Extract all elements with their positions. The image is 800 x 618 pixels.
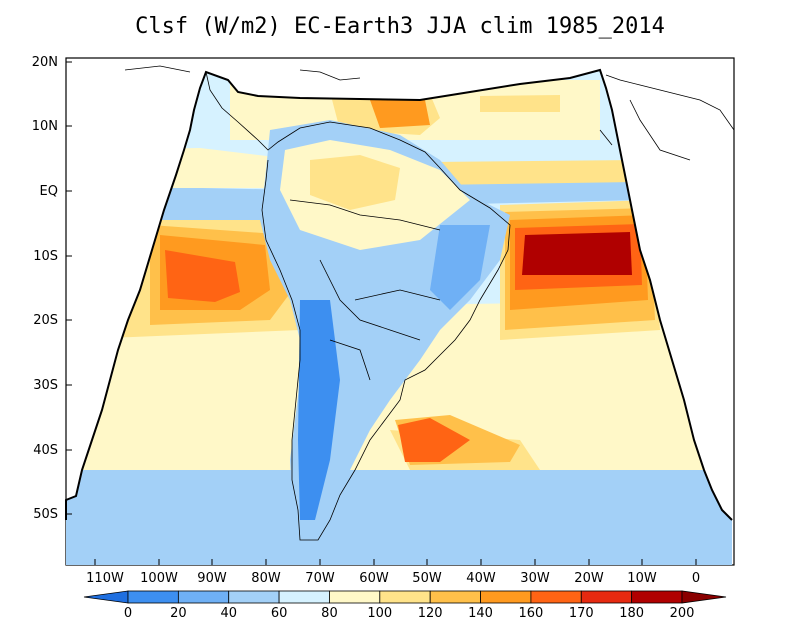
- colorbar-min-arrow: [83, 590, 129, 604]
- colorbar-label: 200: [670, 606, 695, 618]
- colorbar-label: 100: [367, 606, 392, 618]
- colorbar-label: 20: [170, 606, 187, 618]
- field-andes-blue: [298, 300, 340, 520]
- colorbar-swatch: [228, 590, 280, 604]
- colorbar-max-arrow: [681, 590, 727, 604]
- lat-tick-label: 20N: [32, 55, 58, 70]
- colorbar-swatch: [429, 590, 481, 604]
- lon-axis: 110W 100W 90W 80W 70W 60W 50W 40W 30W 20…: [86, 559, 700, 586]
- north-coasts: [124, 65, 361, 81]
- colorbar-swatch: [530, 590, 582, 604]
- colorbar-swatch: [278, 590, 330, 604]
- colorbar: 0 20 40 60 80 100 120 140 160 170 180 200: [83, 590, 727, 618]
- africa-borders: [599, 99, 691, 161]
- field-south-blue: [66, 470, 732, 565]
- plot-title: Clsf (W/m2) EC-Earth3 JJA clim 1985_2014: [135, 14, 665, 39]
- colorbar-label: 40: [220, 606, 237, 618]
- lon-tick-label: 90W: [197, 571, 227, 586]
- colorbar-swatch: [127, 590, 179, 604]
- lat-tick-label: 20S: [33, 313, 58, 328]
- lon-tick-label: 80W: [251, 571, 281, 586]
- lon-tick-label: 70W: [305, 571, 335, 586]
- field-atl-gold-north: [430, 160, 640, 185]
- coastlines: [124, 65, 735, 541]
- lat-tick-label: EQ: [40, 184, 58, 199]
- lon-tick-label: 60W: [359, 571, 389, 586]
- colorbar-label: 80: [321, 606, 338, 618]
- lon-tick-label: 30W: [520, 571, 550, 586]
- colorbar-swatch: [177, 590, 230, 604]
- field-caribbean-orange: [370, 100, 430, 128]
- south-america-coast: [205, 71, 511, 541]
- lon-tick-label: 110W: [86, 571, 124, 586]
- colorbar-label: 0: [124, 606, 132, 618]
- colorbar-label: 170: [569, 606, 594, 618]
- colorbar-label: 180: [619, 606, 644, 618]
- lat-tick-label: 10S: [33, 249, 58, 264]
- africa-coast: [605, 74, 735, 131]
- domain-outline: [65, 68, 733, 521]
- lat-tick-label: 30S: [33, 378, 58, 393]
- lat-tick-label: 10N: [32, 119, 58, 134]
- field-atl-north-gold: [480, 95, 560, 112]
- field-brazil-blue: [430, 225, 490, 310]
- colorbar-swatch: [580, 590, 633, 604]
- lon-tick-label: 50W: [412, 571, 442, 586]
- colorbar-label: 120: [418, 606, 443, 618]
- colorbar-label: 60: [271, 606, 288, 618]
- lon-tick-label: 100W: [140, 571, 178, 586]
- field-pacific-red: [165, 250, 240, 302]
- lon-tick-label: 10W: [627, 571, 657, 586]
- lat-tick-label: 40S: [33, 443, 58, 458]
- country-borders: [289, 199, 441, 381]
- lon-tick-label: 0: [692, 571, 700, 586]
- colorbar-swatch: [329, 590, 381, 604]
- field-amazon-gold: [310, 155, 400, 210]
- colorbar-label: 160: [518, 606, 543, 618]
- lat-axis: 20N 10N EQ 10S 20S 30S 40S 50S: [32, 55, 72, 522]
- field-atl-darkred: [522, 232, 632, 275]
- field-eq-atl-blue: [430, 180, 640, 205]
- colorbar-label: 140: [468, 606, 493, 618]
- lat-tick-label: 50S: [33, 507, 58, 522]
- colorbar-swatch: [480, 590, 532, 604]
- colorbar-swatch: [631, 590, 683, 604]
- lon-tick-label: 40W: [466, 571, 496, 586]
- colorbar-swatch: [379, 590, 431, 604]
- field-satl-red: [398, 418, 470, 462]
- lon-tick-label: 20W: [574, 571, 604, 586]
